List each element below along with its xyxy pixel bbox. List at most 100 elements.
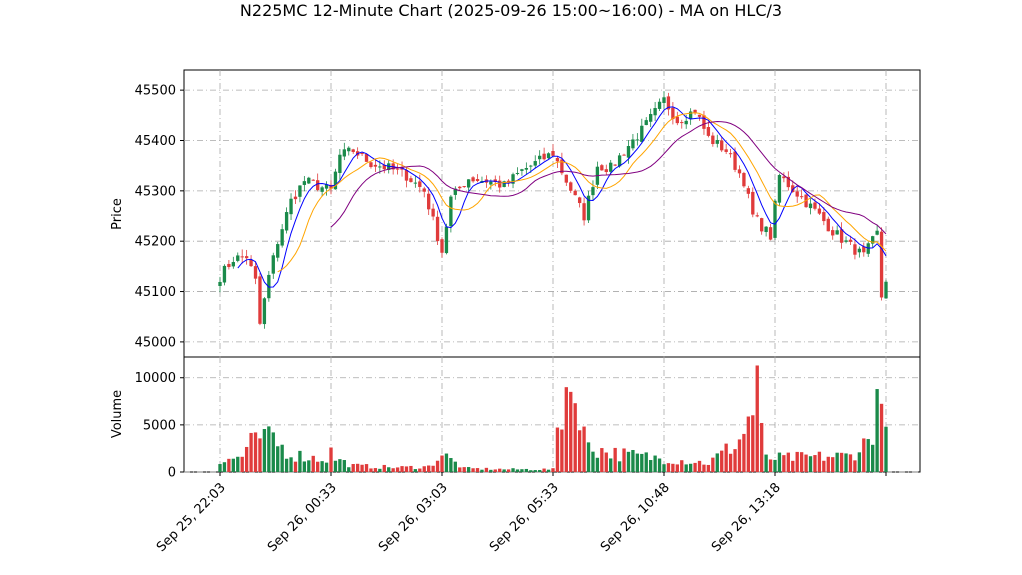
candle-body xyxy=(302,181,307,185)
volume-bar xyxy=(742,433,746,472)
candle-body xyxy=(351,149,355,152)
volume-bar xyxy=(666,463,671,472)
volume-bar xyxy=(529,470,533,472)
candle-body xyxy=(600,165,604,171)
volume-bar xyxy=(258,438,262,472)
volume-bar xyxy=(688,463,693,472)
volume-bar xyxy=(351,464,355,472)
candle-body xyxy=(671,107,675,120)
candle-body xyxy=(249,259,253,267)
candle-body xyxy=(466,179,471,188)
volume-bar xyxy=(875,389,879,472)
candle-body xyxy=(746,188,751,194)
candle-body xyxy=(764,226,768,233)
volume-bar xyxy=(720,450,724,472)
candle-body xyxy=(795,191,799,197)
candle-body xyxy=(728,153,733,155)
candle-body xyxy=(236,255,240,261)
candle-body xyxy=(364,154,369,162)
volume-bar xyxy=(387,467,391,472)
candle-body xyxy=(276,244,280,258)
volume-bar xyxy=(515,469,520,472)
volume-bar xyxy=(866,439,870,472)
volume-bar xyxy=(595,457,600,472)
candle-body xyxy=(626,146,631,158)
volume-bar xyxy=(564,387,568,472)
volume-bar xyxy=(222,462,227,472)
volume-bar xyxy=(626,451,631,472)
volume-bar xyxy=(777,452,782,472)
volume-bar xyxy=(444,453,449,472)
volume-bar xyxy=(480,469,484,472)
candle-body xyxy=(564,174,568,183)
candle-body xyxy=(449,196,453,227)
price-tick-label: 45000 xyxy=(135,335,176,350)
candle-body xyxy=(844,240,848,242)
candle-body xyxy=(435,216,440,242)
candle-body xyxy=(813,202,817,209)
candle-body xyxy=(768,227,773,240)
x-tick-label: Sep 26, 13:18 xyxy=(709,480,784,555)
volume-bar xyxy=(471,468,475,472)
volume-bar xyxy=(573,403,577,472)
candle-body xyxy=(782,176,786,179)
candle-body xyxy=(555,157,560,162)
volume-bar xyxy=(404,466,409,472)
volume-bar xyxy=(440,455,444,472)
volume-bar xyxy=(604,452,608,472)
candle-body xyxy=(822,212,826,222)
moving-averages xyxy=(237,106,887,288)
candle-body xyxy=(427,193,431,210)
volume-bar xyxy=(329,447,333,472)
candle-body xyxy=(253,266,258,279)
candle-body xyxy=(742,172,746,187)
volume-bar xyxy=(236,456,240,472)
candle-body xyxy=(515,172,520,174)
candle-body xyxy=(444,226,449,254)
volume-bar xyxy=(458,467,462,472)
volume-bar xyxy=(302,461,307,472)
volume-bar xyxy=(298,450,302,472)
volume-bar xyxy=(249,432,253,472)
volume-bar xyxy=(755,365,759,472)
candle-body xyxy=(475,179,480,182)
candle-body xyxy=(791,185,795,193)
volume-bar xyxy=(795,451,799,472)
candle-body xyxy=(316,180,320,190)
candle-body xyxy=(609,162,613,172)
volume-bar xyxy=(382,464,386,472)
volume-bar xyxy=(582,426,586,472)
volume-bar xyxy=(511,468,515,472)
price-tick-label: 45200 xyxy=(135,235,176,250)
volume-bar xyxy=(591,451,595,472)
volume-bar xyxy=(724,443,728,472)
volume-bar xyxy=(680,460,684,472)
candle-body xyxy=(569,182,573,191)
volume-bar xyxy=(835,452,839,472)
volume-panel-frame xyxy=(183,356,921,473)
volume-bar xyxy=(395,467,400,472)
volume-bar xyxy=(737,439,742,472)
price-axis-label: Price xyxy=(110,198,125,230)
candle-body xyxy=(635,139,640,141)
volume-bar xyxy=(644,452,648,472)
volume-bar xyxy=(391,468,395,472)
candle-body xyxy=(498,180,502,188)
candle-body xyxy=(831,230,835,236)
volume-bar xyxy=(617,461,622,472)
candle-body xyxy=(422,188,426,192)
candle-body xyxy=(871,236,875,244)
candle-body xyxy=(369,162,373,167)
volume-bar xyxy=(586,442,591,472)
candle-body xyxy=(653,108,657,116)
volume-bar xyxy=(244,446,249,472)
candle-body xyxy=(631,139,635,149)
volume-bar xyxy=(307,460,311,472)
volume-bar xyxy=(657,458,662,472)
candle-body xyxy=(835,230,839,235)
volume-bar xyxy=(546,469,551,472)
volume-bar xyxy=(524,468,529,472)
volume-bar xyxy=(804,454,808,472)
volume-bar xyxy=(489,469,493,472)
